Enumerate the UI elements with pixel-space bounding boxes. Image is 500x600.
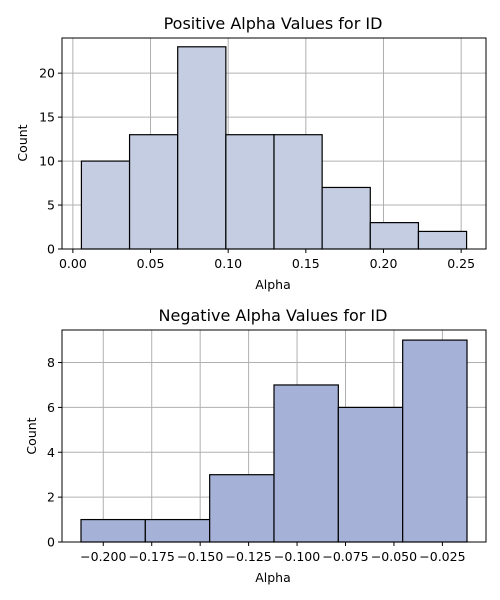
histogram-bar bbox=[225, 134, 275, 250]
x-axis-label: Alpha bbox=[255, 277, 291, 292]
x-tick-label: −0.075 bbox=[322, 549, 368, 564]
histogram-bar bbox=[209, 474, 275, 543]
x-tick-label: −0.125 bbox=[225, 549, 271, 564]
plot-frame bbox=[61, 37, 487, 250]
x-tick-label: 0.05 bbox=[137, 256, 165, 271]
chart-negative-alpha: Negative Alpha Values for ID −0.200 −0.17… bbox=[24, 306, 487, 585]
y-tick-label: 5 bbox=[47, 198, 55, 213]
x-axis-label: Alpha bbox=[255, 570, 291, 585]
chart-positive-alpha: Positive Alpha Values for ID 0.00 0.05 0.1… bbox=[15, 14, 487, 292]
histogram-bar bbox=[402, 339, 468, 543]
chart-title: Negative Alpha Values for ID bbox=[159, 306, 388, 325]
y-tick-label: 10 bbox=[39, 154, 55, 169]
histogram-bar bbox=[80, 160, 131, 250]
x-tick-label: −0.050 bbox=[371, 549, 417, 564]
x-tick-label: 0.10 bbox=[214, 256, 242, 271]
histogram-bar bbox=[337, 406, 404, 543]
y-tick-label: 15 bbox=[39, 110, 55, 125]
y-tick-label: 0 bbox=[47, 535, 55, 550]
y-tick-label: 4 bbox=[47, 445, 55, 460]
y-ticks: 0 2 4 6 8 bbox=[47, 355, 62, 550]
x-ticks: −0.200 −0.175 −0.150 −0.125 −0.100 −0.075 −0.0… bbox=[80, 542, 466, 564]
y-tick-label: 2 bbox=[47, 490, 55, 505]
histogram-bar bbox=[321, 186, 371, 250]
x-tick-label: −0.025 bbox=[419, 549, 465, 564]
histogram-bar bbox=[80, 518, 146, 543]
x-tick-label: 0.25 bbox=[447, 256, 475, 271]
histogram-bar bbox=[417, 230, 468, 250]
x-tick-label: −0.200 bbox=[80, 549, 126, 564]
y-tick-label: 6 bbox=[47, 400, 55, 415]
histogram-bar bbox=[273, 134, 323, 250]
histogram-bar bbox=[144, 518, 211, 543]
x-tick-label: −0.100 bbox=[274, 549, 320, 564]
x-ticks: 0.00 0.05 0.10 0.15 0.20 0.25 bbox=[59, 249, 475, 271]
histogram-bars bbox=[80, 46, 468, 250]
histogram-bar bbox=[128, 134, 179, 250]
x-tick-label: 0.15 bbox=[292, 256, 320, 271]
y-tick-label: 8 bbox=[47, 355, 55, 370]
histogram-bar bbox=[177, 46, 227, 250]
y-axis-label: Count bbox=[24, 417, 39, 454]
y-tick-label: 0 bbox=[47, 242, 55, 257]
plot-frame bbox=[61, 329, 487, 543]
x-tick-label: 0.20 bbox=[370, 256, 398, 271]
x-tick-label: −0.175 bbox=[129, 549, 175, 564]
x-tick-label: −0.150 bbox=[177, 549, 223, 564]
x-tick-label: 0.00 bbox=[59, 256, 87, 271]
histogram-bar bbox=[369, 222, 420, 250]
y-ticks: 0 5 10 15 20 bbox=[39, 66, 62, 257]
histogram-bar bbox=[273, 384, 339, 543]
chart-title: Positive Alpha Values for ID bbox=[164, 14, 383, 33]
y-tick-label: 20 bbox=[39, 66, 55, 81]
y-axis-label: Count bbox=[15, 124, 30, 161]
histogram-bars bbox=[80, 339, 468, 543]
